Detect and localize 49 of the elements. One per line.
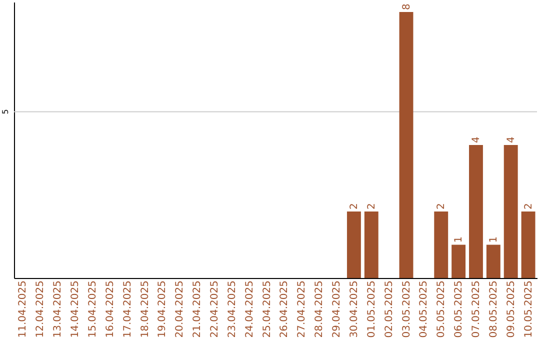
x-tick-label: 15.04.2025	[87, 280, 98, 338]
data-label: 2	[366, 203, 378, 210]
data-label: 4	[470, 136, 482, 143]
x-tick-label: 01.05.2025	[366, 280, 378, 338]
x-tick-label: 18.04.2025	[140, 280, 151, 338]
ref-line-label: 5	[1, 109, 10, 114]
x-tick-label: 11.04.2025	[18, 280, 29, 338]
x-tick-label: 28.04.2025	[314, 280, 326, 338]
x-tick-label: 29.04.2025	[332, 280, 343, 338]
x-tick-label: 22.04.2025	[209, 280, 220, 338]
bar	[399, 12, 414, 278]
bar	[364, 211, 378, 278]
x-tick-label: 04.05.2025	[418, 280, 430, 338]
x-tick-label: 10.05.2025	[523, 280, 534, 338]
data-label: 1	[488, 236, 500, 243]
bar	[521, 211, 536, 278]
bar	[346, 211, 361, 278]
data-label: 4	[506, 136, 517, 143]
bar	[486, 244, 500, 278]
x-tick-label: 26.04.2025	[279, 280, 290, 338]
x-tick-label: 05.05.2025	[436, 280, 448, 338]
x-tick-label: 24.04.2025	[244, 280, 256, 338]
bar	[452, 244, 466, 278]
x-tick-label: 20.04.2025	[174, 280, 186, 338]
x-tick-label: 13.04.2025	[52, 280, 64, 338]
x-tick-label: 23.04.2025	[226, 280, 238, 338]
x-tick-label: 09.05.2025	[506, 280, 517, 338]
x-tick-label: 06.05.2025	[454, 280, 465, 338]
data-label: 2	[436, 203, 448, 210]
x-tick-label: 21.04.2025	[192, 280, 204, 338]
x-tick-label: 19.04.2025	[157, 280, 168, 338]
x-tick-label: 27.04.2025	[296, 280, 308, 338]
x-tick-label: 25.04.2025	[262, 280, 273, 338]
data-label: 1	[454, 236, 465, 243]
x-tick-label: 02.05.2025	[384, 280, 395, 338]
bar	[434, 211, 448, 278]
x-tick-label: 16.04.2025	[104, 280, 116, 338]
x-tick-label: 08.05.2025	[488, 280, 500, 338]
x-tick-label: 17.04.2025	[122, 280, 134, 338]
bar	[504, 144, 518, 278]
bar	[469, 144, 483, 278]
x-tick-label: 14.04.2025	[70, 280, 82, 338]
x-tick-label: 03.05.2025	[401, 280, 412, 338]
x-tick-label: 12.04.2025	[35, 280, 46, 338]
x-tick-label: 30.04.2025	[348, 280, 360, 338]
data-label: 2	[523, 203, 534, 210]
data-label: 2	[348, 203, 360, 210]
data-label: 8	[401, 4, 412, 10]
x-tick-label: 07.05.2025	[470, 280, 482, 338]
